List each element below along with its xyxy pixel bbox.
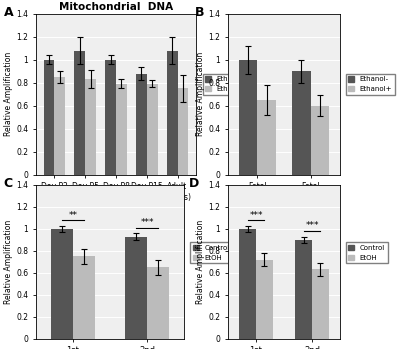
Bar: [312, 269, 329, 339]
Text: C: C: [4, 177, 12, 190]
Bar: [239, 60, 257, 174]
Bar: [147, 84, 158, 174]
Bar: [74, 51, 85, 174]
Bar: [136, 74, 147, 174]
Title: Mitochondrial  DNA: Mitochondrial DNA: [59, 2, 173, 12]
Legend: Control, EtOH: Control, EtOH: [346, 242, 388, 263]
Y-axis label: Relative Amplification: Relative Amplification: [196, 220, 206, 304]
Bar: [178, 89, 188, 174]
Bar: [292, 71, 311, 174]
Bar: [257, 100, 276, 174]
Bar: [256, 260, 273, 339]
Text: **: **: [68, 210, 78, 220]
Y-axis label: Relative Amplification: Relative Amplification: [196, 52, 206, 136]
Bar: [54, 77, 65, 174]
Bar: [73, 256, 95, 339]
Legend: Ethanol-, Ethanol+: Ethanol-, Ethanol+: [346, 74, 395, 95]
Bar: [239, 229, 256, 339]
Bar: [116, 84, 127, 174]
Bar: [105, 60, 116, 174]
Y-axis label: Relative Amplification: Relative Amplification: [4, 220, 14, 304]
Bar: [44, 60, 54, 174]
Bar: [51, 229, 73, 339]
Text: ***: ***: [140, 218, 154, 227]
Text: D: D: [189, 177, 199, 190]
Bar: [167, 51, 178, 174]
Bar: [85, 79, 96, 174]
Bar: [147, 267, 169, 339]
Legend: Control, EtOH: Control, EtOH: [190, 242, 232, 263]
Legend: Ethanol-, Ethanol+: Ethanol-, Ethanol+: [203, 74, 252, 95]
Y-axis label: Relative Amplification: Relative Amplification: [4, 52, 14, 136]
Bar: [311, 106, 329, 174]
Text: ***: ***: [249, 210, 263, 220]
Text: A: A: [4, 6, 14, 19]
Text: B: B: [194, 6, 204, 19]
Bar: [125, 237, 147, 339]
Text: ***: ***: [305, 222, 319, 230]
Bar: [295, 240, 312, 339]
